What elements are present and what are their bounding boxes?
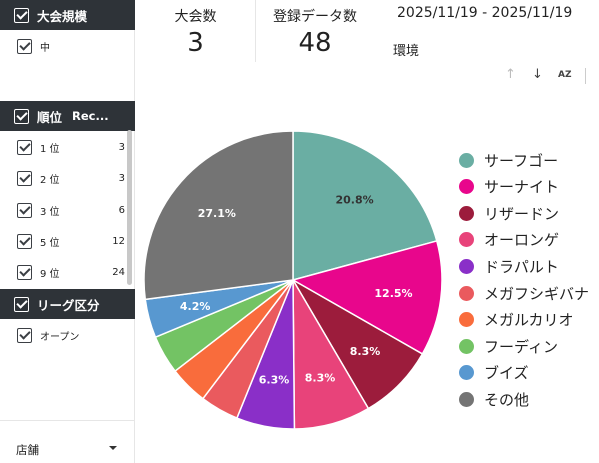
legend-swatch [459,312,474,328]
rank-filter-title: 順位 [37,109,63,125]
rank-option-checkbox[interactable] [17,264,32,280]
league-filter-title: リーグ区分 [37,297,100,313]
legend-item-7[interactable]: フーディン [459,336,558,356]
legend-item-1[interactable]: サーナイト [459,177,559,197]
legend-swatch [459,258,474,274]
filter-sidebar: 大会規模 中 順位 Rec... 1 位 3 2 位 3 3 位 6 5 [0,0,135,463]
legend-label: メガフシギバナ [484,284,590,303]
scale-option-checkbox[interactable] [17,38,32,54]
league-option-checkbox[interactable] [17,327,32,343]
rank-option-checkbox[interactable] [17,202,32,218]
record-count-kpi: 登録データ数 48 [262,0,368,62]
rank-list-scrollbar[interactable] [127,130,132,285]
rank-option[interactable]: 5 位 12 [0,230,125,252]
legend-item-4[interactable]: ドラパルト [459,256,559,276]
rank-option[interactable]: 3 位 6 [0,199,125,221]
scale-option[interactable]: 中 [0,35,125,57]
kpi-label: 登録データ数 [273,9,357,25]
scale-option-label: 中 [40,42,50,54]
rank-option-checkbox[interactable] [17,139,32,155]
legend-label: リザードン [484,204,560,223]
legend-swatch [459,179,474,195]
environment-label: 環境 [393,44,420,59]
kpi-label: 大会数 [174,9,217,25]
legend-swatch [459,205,474,221]
scale-select-all-checkbox[interactable] [14,7,29,23]
legend-swatch [459,338,474,354]
league-option[interactable]: オープン [0,324,125,346]
legend-label: サーフゴー [484,151,559,170]
legend-swatch [459,285,474,301]
kpi-value: 3 [187,28,204,58]
scale-filter-title: 大会規模 [37,8,88,24]
rank-option-label: 1 位 [40,143,60,155]
legend-item-8[interactable]: ブイズ [459,363,529,383]
tournament-count-kpi: 大会数 3 [136,0,255,62]
rank-filter-record-column[interactable]: Rec... [72,109,109,123]
sort-descending-icon[interactable]: ↓ [532,67,543,82]
toolbar-divider [585,68,586,84]
legend-swatch [459,391,474,407]
legend-label: サーナイト [484,178,560,197]
rank-option-count: 24 [112,266,125,278]
kpi-value: 48 [298,28,332,58]
sort-alphabetical-icon[interactable]: AZ [558,70,572,80]
rank-option[interactable]: 2 位 3 [0,167,125,189]
pie-slice-1[interactable] [291,240,443,355]
rank-option-count: 3 [118,141,125,153]
legend-label: フーディン [484,337,558,356]
legend-item-3[interactable]: オーロンゲ [459,230,559,250]
caret-down-icon [109,446,117,450]
rank-filter-header[interactable]: 順位 Rec... [0,101,135,131]
legend-item-2[interactable]: リザードン [459,203,559,223]
scale-filter-header[interactable]: 大会規模 [0,0,135,30]
legend-label: ブイズ [484,364,529,383]
rank-option-label: 9 位 [40,268,60,280]
store-dropdown[interactable]: 店舗 [0,420,135,463]
league-select-all-checkbox[interactable] [14,296,29,312]
rank-option-count: 3 [118,172,125,184]
store-dropdown-label: 店舗 [16,443,39,457]
legend-item-6[interactable]: メガルカリオ [459,310,574,330]
legend-label: オーロンゲ [484,231,560,250]
rank-option[interactable]: 9 位 24 [0,261,125,283]
legend-item-0[interactable]: サーフゴー [459,150,558,170]
kpi-divider [255,0,256,62]
sort-ascending-icon[interactable]: ↑ [505,67,516,82]
rank-option-checkbox[interactable] [17,233,32,249]
rank-option[interactable]: 1 位 3 [0,136,125,158]
date-range: 2025/11/19 - 2025/11/19 [397,5,573,21]
league-option-label: オープン [40,331,80,343]
legend-swatch [459,365,474,381]
rank-option-count: 12 [112,235,125,247]
rank-option-label: 3 位 [40,206,60,218]
legend-label: ドラパルト [484,257,559,276]
legend-swatch [459,232,474,248]
pie-slice-9[interactable] [143,130,294,301]
legend-item-9[interactable]: その他 [459,389,529,409]
pie-slice-0[interactable] [292,130,438,281]
legend-swatch [459,152,474,168]
rank-option-checkbox[interactable] [17,170,32,186]
rank-option-label: 5 位 [40,237,60,249]
legend-label: メガルカリオ [484,311,574,330]
legend-item-5[interactable]: メガフシギバナ [459,283,589,303]
league-filter-header[interactable]: リーグ区分 [0,289,135,319]
rank-option-count: 6 [118,204,125,216]
rank-select-all-checkbox[interactable] [14,108,29,124]
rank-option-label: 2 位 [40,174,60,186]
legend-label: その他 [484,390,530,409]
